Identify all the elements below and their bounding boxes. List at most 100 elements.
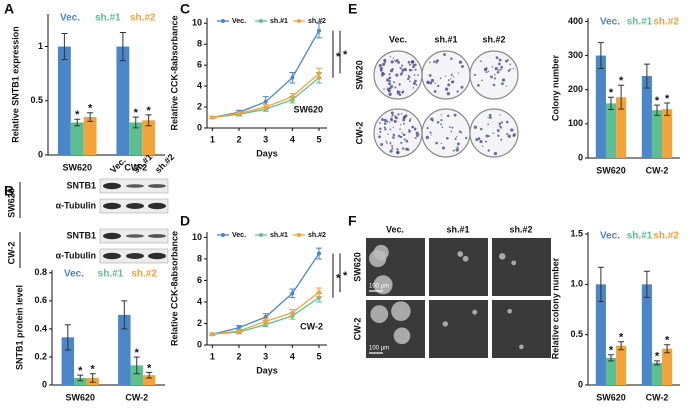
y-tick-label: 8 <box>197 253 202 263</box>
colony <box>418 133 420 136</box>
significance: * <box>655 351 660 363</box>
y-tick-label: 200 <box>568 84 583 94</box>
protein-label: α-Tubulin <box>56 200 96 210</box>
colony <box>477 84 480 87</box>
colony <box>390 85 394 88</box>
significance: * <box>343 270 348 282</box>
bar <box>605 103 617 158</box>
band <box>148 252 166 260</box>
colony <box>507 134 511 138</box>
micrograph <box>492 238 551 296</box>
colony <box>398 90 401 94</box>
colony <box>455 136 458 138</box>
legend-entry: Vec. <box>64 269 84 280</box>
colony <box>435 141 438 145</box>
panel-letter: D <box>180 213 190 229</box>
colony <box>388 121 391 123</box>
colony <box>412 81 416 85</box>
colony <box>488 113 492 117</box>
sphere <box>393 327 411 345</box>
colony <box>388 73 391 76</box>
colony <box>393 81 395 84</box>
colony <box>485 71 488 74</box>
colony <box>498 122 502 126</box>
legend-entry: sh.#2 <box>653 231 679 242</box>
x-axis-label: Days <box>256 148 278 158</box>
colony <box>436 59 439 63</box>
colony <box>378 64 382 68</box>
x-tick-label: 1 <box>210 134 215 144</box>
colony <box>381 71 384 75</box>
colony <box>485 134 489 138</box>
bar <box>616 345 627 385</box>
colony <box>496 129 500 132</box>
legend-swatch <box>297 19 301 23</box>
colony <box>388 76 392 80</box>
colony <box>412 64 415 66</box>
marker <box>317 251 321 256</box>
row-label: CW-2 <box>354 122 364 145</box>
colony <box>446 114 450 118</box>
colony <box>386 78 390 82</box>
y-tick-label: 0 <box>197 339 202 349</box>
error-bar <box>132 116 139 129</box>
colony <box>451 126 454 129</box>
colony <box>489 116 492 119</box>
band <box>126 234 144 238</box>
sphere <box>373 275 393 295</box>
x-tick-label: 2 <box>236 134 241 144</box>
colony <box>391 116 393 118</box>
sphere <box>511 260 517 266</box>
colony <box>396 151 400 155</box>
significance: * <box>609 345 614 357</box>
x-tick-label: 1 <box>210 351 215 361</box>
colony <box>509 63 512 66</box>
colony <box>501 78 506 82</box>
colony <box>460 85 464 89</box>
marker <box>290 94 295 99</box>
colony <box>415 84 418 86</box>
colony <box>507 59 509 61</box>
colony <box>454 137 457 140</box>
bar <box>118 314 131 385</box>
legend-entry: sh.#2 <box>130 13 156 24</box>
colony <box>415 134 419 138</box>
bar <box>641 76 652 158</box>
colony <box>505 85 507 87</box>
error-bar <box>664 102 671 116</box>
chart-label: CW-2 <box>300 321 323 331</box>
colony <box>440 114 442 116</box>
error-bar <box>643 63 650 89</box>
significance: * <box>665 93 670 105</box>
colony <box>412 87 415 89</box>
legend-entry: sh.#1 <box>98 269 124 280</box>
colony <box>437 84 440 88</box>
sphere <box>370 305 389 324</box>
colony <box>500 68 502 71</box>
colony <box>408 63 411 66</box>
significance: * <box>609 87 614 99</box>
colony <box>429 131 432 134</box>
colony <box>389 56 392 58</box>
error-bar <box>597 266 604 302</box>
y-tick-label: 0 <box>42 379 47 389</box>
error-bar <box>618 341 625 351</box>
colony <box>383 126 386 129</box>
colony <box>406 148 410 151</box>
colony <box>386 120 389 123</box>
colony <box>442 53 446 56</box>
y-tick-label: 2 <box>197 318 202 328</box>
marker <box>263 319 268 324</box>
colony <box>436 120 440 124</box>
error-bar <box>146 371 153 379</box>
colony <box>451 80 455 83</box>
error-bar <box>654 104 660 116</box>
y-tick-label: 0.2 <box>34 351 47 361</box>
sphere <box>499 253 506 260</box>
marker <box>317 28 321 33</box>
y-tick-label: 0 <box>197 122 202 132</box>
bar <box>61 337 75 385</box>
error-bar <box>145 114 152 127</box>
colony <box>408 68 412 72</box>
bar <box>595 55 606 158</box>
